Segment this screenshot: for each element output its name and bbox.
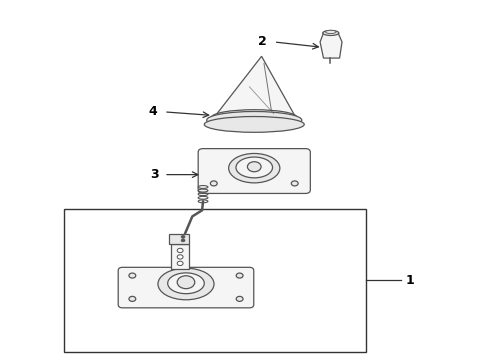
Ellipse shape xyxy=(325,30,335,33)
Circle shape xyxy=(236,273,243,278)
Circle shape xyxy=(210,181,217,186)
Circle shape xyxy=(177,255,183,259)
Circle shape xyxy=(291,181,298,186)
FancyBboxPatch shape xyxy=(169,234,188,244)
Circle shape xyxy=(236,296,243,301)
Polygon shape xyxy=(320,33,341,58)
Text: 2: 2 xyxy=(257,35,266,49)
Ellipse shape xyxy=(158,268,214,300)
FancyBboxPatch shape xyxy=(198,149,310,193)
Ellipse shape xyxy=(322,31,338,36)
Polygon shape xyxy=(212,56,295,119)
Ellipse shape xyxy=(206,112,301,129)
FancyBboxPatch shape xyxy=(118,267,253,308)
Circle shape xyxy=(177,261,183,266)
Circle shape xyxy=(129,273,136,278)
Circle shape xyxy=(177,248,183,253)
Bar xyxy=(64,209,366,352)
FancyBboxPatch shape xyxy=(170,244,189,269)
Circle shape xyxy=(177,276,194,289)
Circle shape xyxy=(181,235,184,238)
Circle shape xyxy=(181,239,184,242)
Ellipse shape xyxy=(211,110,296,125)
Ellipse shape xyxy=(167,273,204,294)
Ellipse shape xyxy=(236,157,272,178)
Text: 4: 4 xyxy=(148,105,157,118)
Circle shape xyxy=(247,162,261,172)
Ellipse shape xyxy=(228,153,279,183)
Circle shape xyxy=(129,296,136,301)
Text: 3: 3 xyxy=(150,168,159,181)
Text: 1: 1 xyxy=(405,274,413,287)
Ellipse shape xyxy=(204,117,304,132)
